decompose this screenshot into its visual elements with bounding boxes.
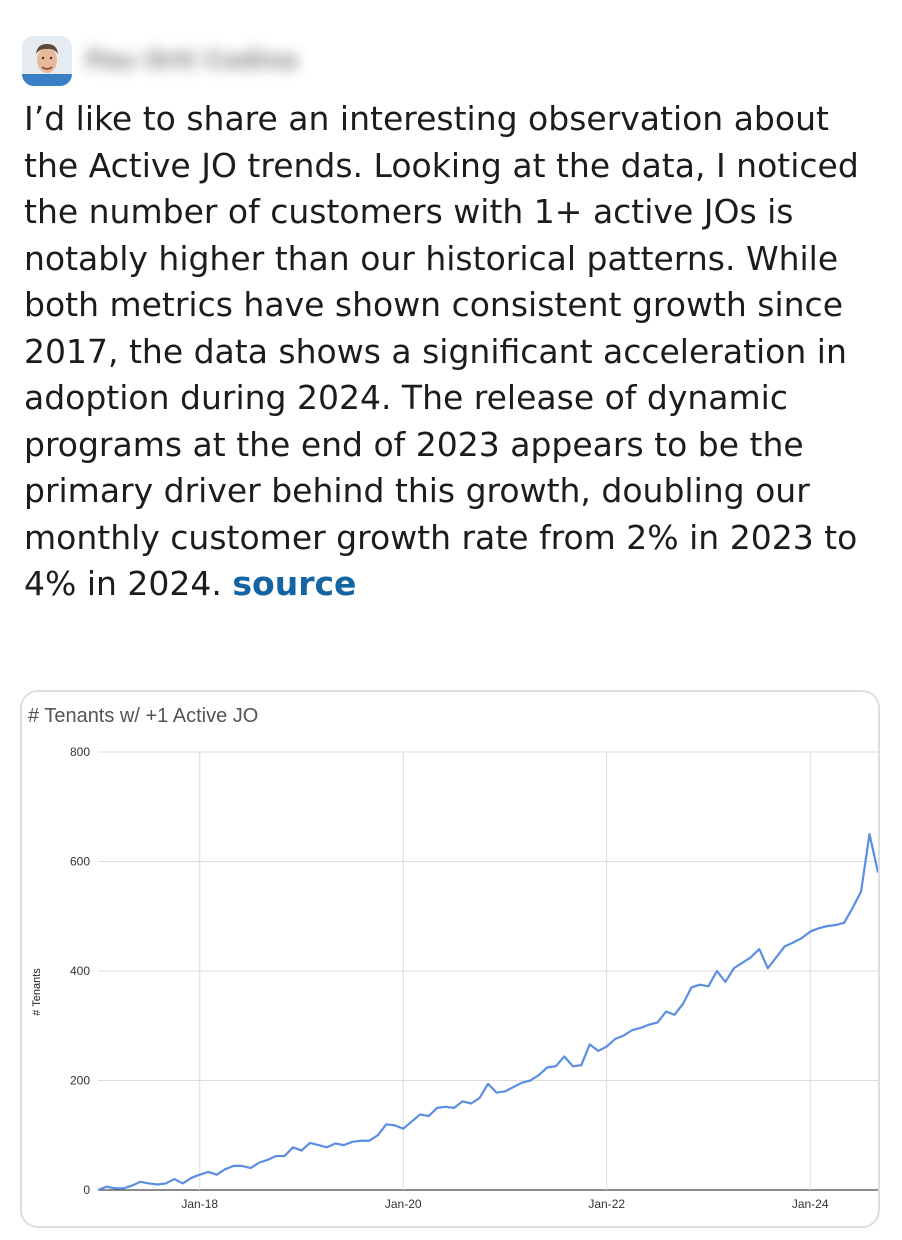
x-gridlines [199, 752, 811, 1190]
post-header: Pau Orti Codina [22, 36, 422, 86]
chart-image[interactable]: # Tenants w/ +1 Active JO 0 200 400 600 800 … [20, 690, 880, 1228]
series-line [97, 833, 878, 1192]
y-gridlines [98, 751, 878, 1191]
x-tick-labels: Jan-18 Jan-20 Jan-22 Jan-24 [181, 1197, 828, 1211]
y-tick-label: 600 [70, 855, 90, 869]
x-tick-label: Jan-18 [181, 1197, 218, 1211]
avatar-photo [22, 36, 72, 86]
message-body: I’d like to share an interesting observa… [24, 96, 884, 608]
y-tick-label: 800 [70, 745, 90, 759]
y-tick-labels: 0 200 400 600 800 [70, 745, 90, 1197]
source-link[interactable]: source [232, 564, 357, 603]
x-tick-label: Jan-20 [385, 1197, 422, 1211]
author-name[interactable]: Pau Orti Codina [86, 46, 298, 74]
x-tick-label: Jan-22 [588, 1197, 625, 1211]
avatar[interactable] [22, 36, 72, 86]
message-text: I’d like to share an interesting observa… [24, 96, 884, 608]
y-axis-label: # Tenants [31, 968, 43, 1016]
y-tick-label: 400 [70, 964, 90, 978]
series-layer [97, 833, 878, 1192]
chart-title: # Tenants w/ +1 Active JO [28, 705, 258, 727]
line-chart: # Tenants w/ +1 Active JO 0200400600800 … [28, 705, 878, 1211]
x-tick-label: Jan-24 [792, 1197, 829, 1211]
y-tick-label: 0 [83, 1183, 90, 1197]
y-tick-label: 200 [70, 1074, 90, 1088]
message-paragraph: I’d like to share an interesting observa… [24, 99, 859, 603]
